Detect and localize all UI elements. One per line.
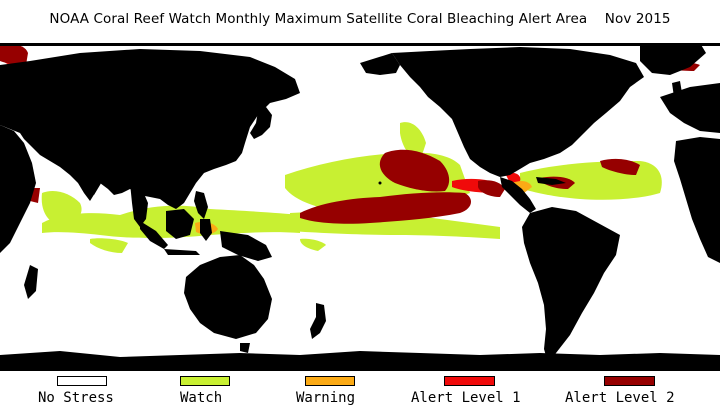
legend-swatch-watch: [180, 376, 230, 386]
alert-area-map: [0, 43, 720, 371]
legend-label-no-stress: No Stress: [38, 390, 114, 406]
legend-swatch-alert-level-1: [444, 376, 495, 386]
map-title: NOAA Coral Reef Watch Monthly Maximum Sa…: [49, 11, 671, 27]
legend-label-alert-level-1: Alert Level 1: [411, 390, 521, 406]
legend-swatch-warning: [305, 376, 355, 386]
land-masses: [0, 43, 720, 371]
alert-level-2-zones: [0, 44, 700, 224]
legend-label-alert-level-2: Alert Level 2: [565, 390, 675, 406]
legend-swatch-no-stress: [57, 376, 107, 386]
legend-label-warning: Warning: [296, 390, 356, 406]
legend-swatch-alert-level-2: [604, 376, 655, 386]
legend-label-watch: Watch: [180, 390, 223, 406]
